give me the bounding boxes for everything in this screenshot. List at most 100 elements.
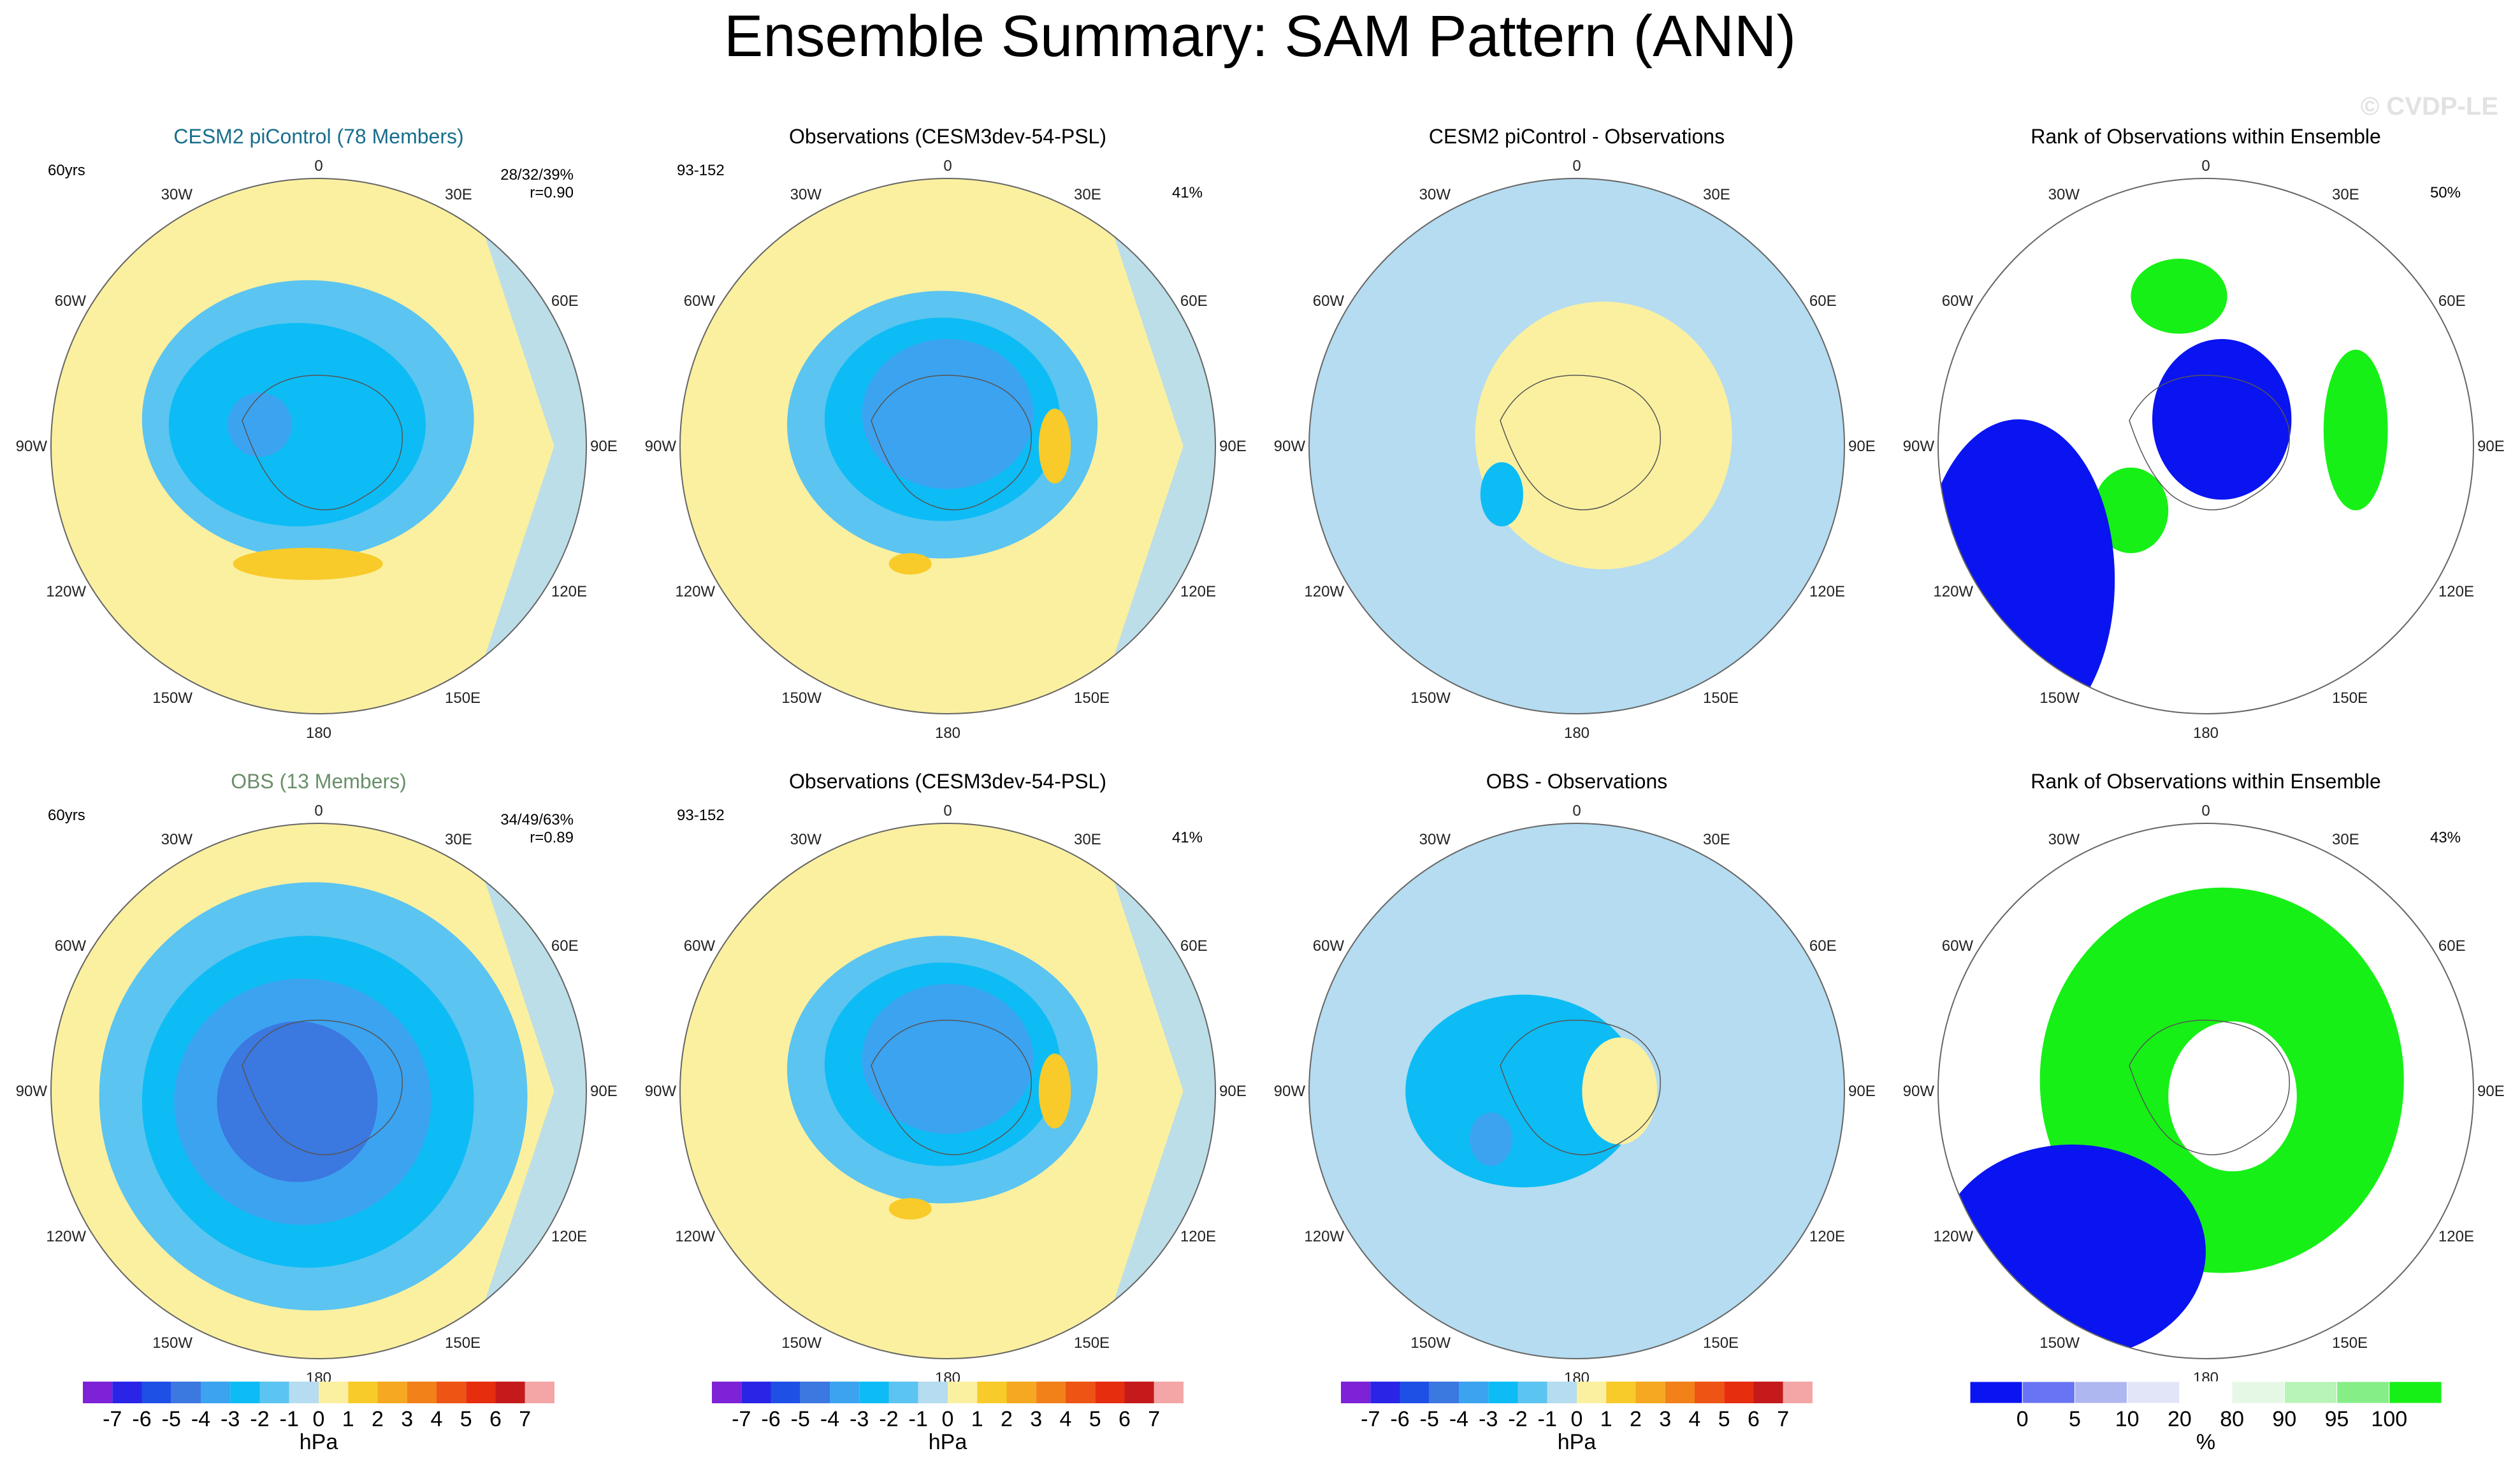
colorbar-unit: hPa xyxy=(1558,1430,1597,1454)
lon-label: 150E xyxy=(2332,690,2368,707)
colorbar-tick-label: -6 xyxy=(1390,1407,1409,1431)
lon-label: 30E xyxy=(1074,831,1101,848)
colorbar-tick-label: 7 xyxy=(519,1407,531,1431)
colorbar-tick-label: 4 xyxy=(1060,1407,1072,1431)
lon-label: 0 xyxy=(1572,157,1581,175)
lon-label: 60E xyxy=(1180,937,1208,955)
colorbar-box xyxy=(407,1382,437,1403)
lon-label: 120W xyxy=(46,1228,86,1245)
contour-region-5 xyxy=(1938,419,2115,714)
colorbar-tick-label: -3 xyxy=(221,1407,240,1431)
colorbar-box xyxy=(112,1382,142,1403)
colorbar-box xyxy=(2284,1381,2338,1404)
lon-label: 30W xyxy=(1419,186,1451,203)
lon-label: 180 xyxy=(306,725,331,742)
contour-region-4 xyxy=(2152,339,2292,500)
colorbar-box xyxy=(1429,1382,1459,1403)
colorbar-box xyxy=(1753,1382,1783,1403)
colorbar-box xyxy=(2022,1381,2075,1404)
lon-label: 180 xyxy=(2193,725,2219,742)
colorbar-box xyxy=(859,1382,889,1403)
contour-region-2 xyxy=(1475,301,1732,570)
panel-right-text2: r=0.89 xyxy=(530,829,574,846)
colorbar-tick-label: 7 xyxy=(1777,1407,1789,1431)
lon-label: 60E xyxy=(1809,937,1837,955)
coastline-antarctica xyxy=(871,1020,1032,1155)
colorbar-tick-label: 5 xyxy=(1718,1407,1730,1431)
colorbar-tick-label: -2 xyxy=(1508,1407,1527,1431)
lon-label: 150E xyxy=(445,1334,481,1352)
colorbar-tick-label: 0 xyxy=(2017,1407,2029,1431)
contour-region-4 xyxy=(217,1021,378,1182)
panel-right-text: 34/49/63% xyxy=(500,811,574,828)
panel-left-text: 60yrs xyxy=(48,807,85,824)
lon-label: 0 xyxy=(314,802,322,820)
map-panel-2: 0 30E 60E 90E 120E 150E 180 150W 120W 90W 60W 30W Ob… xyxy=(645,125,1247,742)
colorbar-tick-label: -5 xyxy=(162,1407,181,1431)
lon-label: 30W xyxy=(1419,831,1451,848)
map-fill xyxy=(680,823,1215,1359)
colorbar-box xyxy=(319,1382,349,1403)
lon-label: 120E xyxy=(1180,1228,1216,1245)
lon-label: 60W xyxy=(1313,293,1345,310)
colorbar-3: -7 -6 -5 -4 -3 -2 -1 0 1 2 3 4 5 6 7 hPa xyxy=(1341,1382,1813,1454)
map-border xyxy=(1308,178,1845,714)
contour-region-3 xyxy=(228,393,292,457)
watermark: © CVDP-LE xyxy=(2361,92,2498,120)
colorbar-tick-label: 5 xyxy=(1089,1407,1101,1431)
lon-label: 30W xyxy=(2048,831,2080,848)
lon-label: 30E xyxy=(2332,831,2359,848)
colorbar-tick-label: -1 xyxy=(909,1407,928,1431)
colorbar-tick-label: 0 xyxy=(942,1407,954,1431)
colorbar-box xyxy=(141,1382,171,1403)
lon-label: 60W xyxy=(55,937,87,955)
colorbar-box xyxy=(977,1382,1007,1403)
contour-region-4 xyxy=(1582,1037,1657,1145)
colorbar-box xyxy=(230,1382,260,1403)
rim-low xyxy=(466,823,586,1359)
panel-title: CESM2 piControl - Observations xyxy=(1429,125,1725,148)
lon-label: 30E xyxy=(1074,186,1101,203)
lon-label: 90E xyxy=(590,438,618,455)
colorbar-box xyxy=(201,1382,231,1403)
colorbar-tick-label: -5 xyxy=(791,1407,810,1431)
lon-label: 30E xyxy=(445,831,472,848)
map-border xyxy=(679,178,1216,714)
lon-label: 30E xyxy=(445,186,472,203)
map-panel-8: 030E60E90E120E150E180150W120W90W60W30WRa… xyxy=(1903,770,2505,1387)
lon-label: 90E xyxy=(1848,1083,1876,1100)
lon-label: 120E xyxy=(1809,1228,1845,1245)
lon-label: 120E xyxy=(2438,583,2474,600)
panel-left-text: 60yrs xyxy=(48,162,85,179)
colorbar-tick-label: 0 xyxy=(1571,1407,1583,1431)
lon-label: 0 xyxy=(314,157,322,175)
colorbar-tick-label: 6 xyxy=(1748,1407,1760,1431)
colorbar-box xyxy=(1459,1382,1489,1403)
lon-label: 120W xyxy=(1304,1228,1344,1245)
coastline-antarctica xyxy=(2129,1020,2290,1155)
colorbar-box xyxy=(888,1382,918,1403)
coastline-antarctica xyxy=(2129,375,2290,510)
colorbar-box xyxy=(289,1382,319,1403)
colorbar-box xyxy=(830,1382,860,1403)
colorbar-box xyxy=(1370,1382,1400,1403)
contour-region-3 xyxy=(1480,462,1523,526)
colorbar-box xyxy=(1154,1382,1184,1403)
colorbar-tick-label: 90 xyxy=(2272,1407,2296,1431)
colorbar-box xyxy=(1695,1382,1725,1403)
colorbar-box xyxy=(1400,1382,1430,1403)
lon-label: 90W xyxy=(16,438,48,455)
lon-label: 150E xyxy=(1074,1334,1110,1352)
lon-label: 90W xyxy=(1274,1083,1306,1100)
colorbar-box xyxy=(1783,1382,1813,1403)
colorbar-box xyxy=(741,1382,771,1403)
lon-label: 150E xyxy=(1703,1334,1739,1352)
map-fill xyxy=(1309,823,1844,1359)
colorbar-box xyxy=(1488,1382,1518,1403)
map-panel-5: 030E60E90E120E150E180150W120W90W60W30WOB… xyxy=(16,770,618,1387)
lon-label: 90W xyxy=(1903,1083,1935,1100)
contour-region-3 xyxy=(1938,1145,2206,1359)
lon-label: 30E xyxy=(2332,186,2359,203)
lon-label: 180 xyxy=(1564,725,1589,742)
